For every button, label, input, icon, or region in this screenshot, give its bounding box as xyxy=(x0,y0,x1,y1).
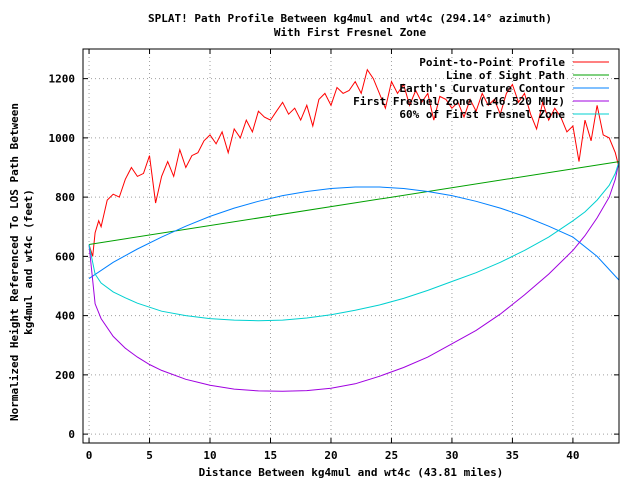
y-tick-label: 400 xyxy=(55,310,75,323)
x-tick-label: 15 xyxy=(264,449,277,462)
chart-subtitle: With First Fresnel Zone xyxy=(274,26,427,39)
profile-series-line xyxy=(88,68,620,257)
x-tick-label: 10 xyxy=(203,449,216,462)
x-tick-label: 35 xyxy=(506,449,519,462)
y-tick-label: 0 xyxy=(68,428,75,441)
legend-line-of-sight-label: Line of Sight Path xyxy=(446,69,565,82)
y-tick-label: 800 xyxy=(55,191,75,204)
chart-title: SPLAT! Path Profile Between kg4mul and w… xyxy=(148,12,552,25)
y-tick-label: 1200 xyxy=(49,73,76,86)
x-tick-label: 40 xyxy=(566,449,579,462)
y-tick-label: 600 xyxy=(55,250,75,263)
legend-earth-curvature-label: Earth's Curvature Contour xyxy=(399,82,565,95)
x-axis-label: Distance Between kg4mul and wt4c (43.81 … xyxy=(199,466,504,479)
y-tick-label: 200 xyxy=(55,369,75,382)
x-tick-label: 20 xyxy=(324,449,337,462)
fresnel-60-series-line xyxy=(88,161,620,322)
y-axis-label-line-1: Normalized Height Referenced To LOS Path… xyxy=(8,103,21,421)
grid xyxy=(83,49,619,443)
fresnel-zone-series-line xyxy=(88,161,620,392)
legend-fresnel-60-label: 60% of First Fresnel Zone xyxy=(399,108,565,121)
x-tick-label: 5 xyxy=(146,449,153,462)
series-group xyxy=(88,68,620,392)
y-tick-label: 1000 xyxy=(49,132,76,145)
legend-profile-label: Point-to-Point Profile xyxy=(419,56,565,69)
x-tick-label: 30 xyxy=(445,449,458,462)
earth-curvature-series-line xyxy=(88,186,620,281)
line-of-sight-series-line xyxy=(88,161,620,245)
x-tick-label: 0 xyxy=(86,449,93,462)
x-tick-label: 25 xyxy=(385,449,398,462)
legend-fresnel-zone-label: First Fresnel Zone (146.520 MHz) xyxy=(353,95,565,108)
plot-frame xyxy=(82,48,620,444)
y-axis-label-line-2: kg4mul and wt4c (feet) xyxy=(22,189,35,335)
